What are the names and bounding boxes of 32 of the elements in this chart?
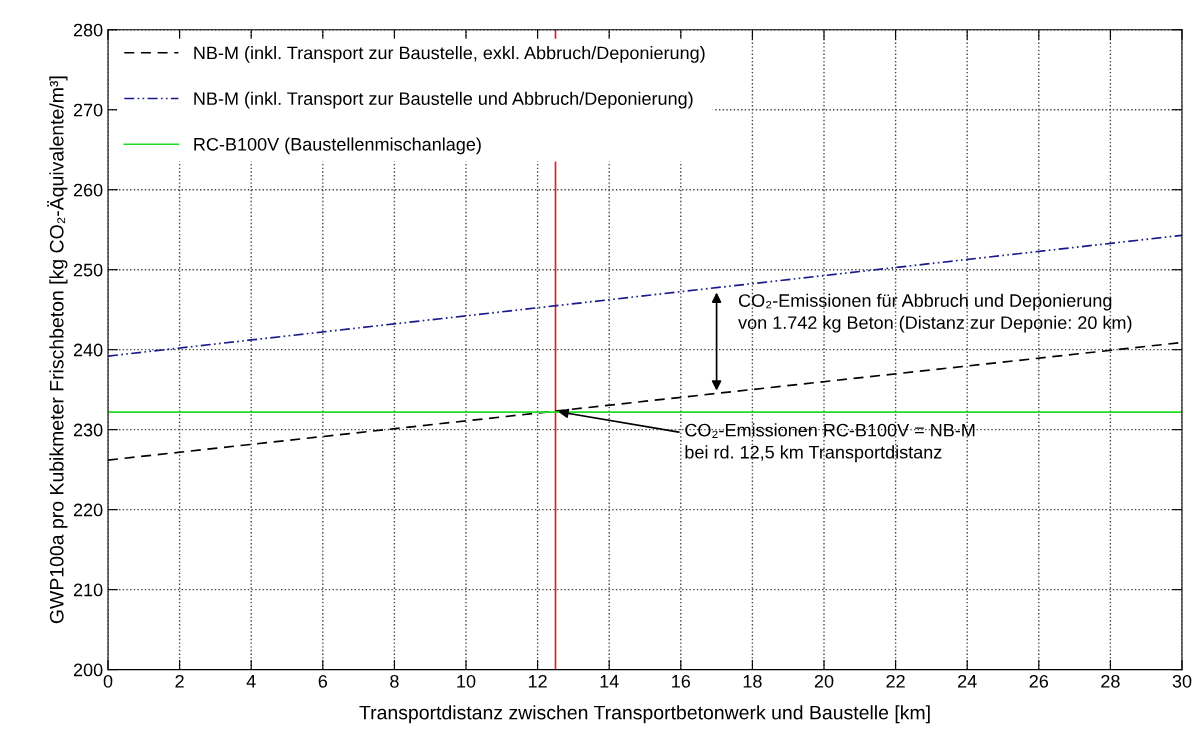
x-tick-label: 26 [1029, 674, 1049, 688]
y-tick-label: 250 [73, 263, 103, 277]
x-axis-title: Transportdistanz zwischen Transportbetonwerk und Baustelle [km] [359, 705, 930, 724]
annotation: CO₂-Emissionen für Abbruch und Deponierung von 1.742 kg Beton (Distanz zur Deponie: 20 km) [738, 293, 1132, 333]
y-tick-label: 220 [73, 503, 103, 517]
x-tick-label: 0 [103, 674, 113, 688]
legend-label: RC-B100V (Baustellenmischanlage) [194, 137, 481, 155]
x-tick-label: 4 [246, 675, 256, 688]
y-tick-label: 230 [73, 423, 103, 437]
x-tick-label: 20 [814, 674, 834, 688]
legend-label: NB-M (inkl. Transport zur Baustelle, exkl. Abbruch/Deponierung) [194, 46, 705, 63]
x-tick-label: 30 [1172, 674, 1192, 688]
x-tick-label: 8 [390, 674, 399, 688]
x-tick-label: 16 [672, 674, 691, 688]
x-tick-label: 14 [600, 675, 619, 688]
x-tick-label: 2 [175, 674, 184, 688]
y-tick-label: 200 [73, 663, 103, 677]
x-tick-label: 12 [528, 674, 547, 688]
x-tick-label: 10 [457, 674, 476, 688]
annotation: CO₂-Emissionen RC-B100V = NB-M bei rd. 12,5 km Transportdistanz [685, 423, 975, 463]
x-tick-label: 6 [318, 674, 328, 688]
legend-label: NB-M (inkl. Transport zur Baustelle und Abbruch/Deponierung) [194, 91, 693, 109]
y-tick-label: 240 [73, 343, 103, 357]
x-tick-label: 24 [958, 674, 977, 688]
y-tick-label: 210 [73, 583, 103, 597]
y-tick-label: 280 [73, 23, 103, 37]
y-axis-title: GWP100a pro Kubikmeter Frischbeton [kg CO₂-Äquivalente/m³] [47, 76, 68, 624]
y-tick-label: 260 [73, 183, 103, 197]
y-tick-label: 270 [73, 103, 103, 117]
x-tick-label: 28 [1101, 674, 1120, 688]
x-tick-label: 22 [886, 674, 905, 688]
x-tick-label: 18 [743, 674, 762, 688]
